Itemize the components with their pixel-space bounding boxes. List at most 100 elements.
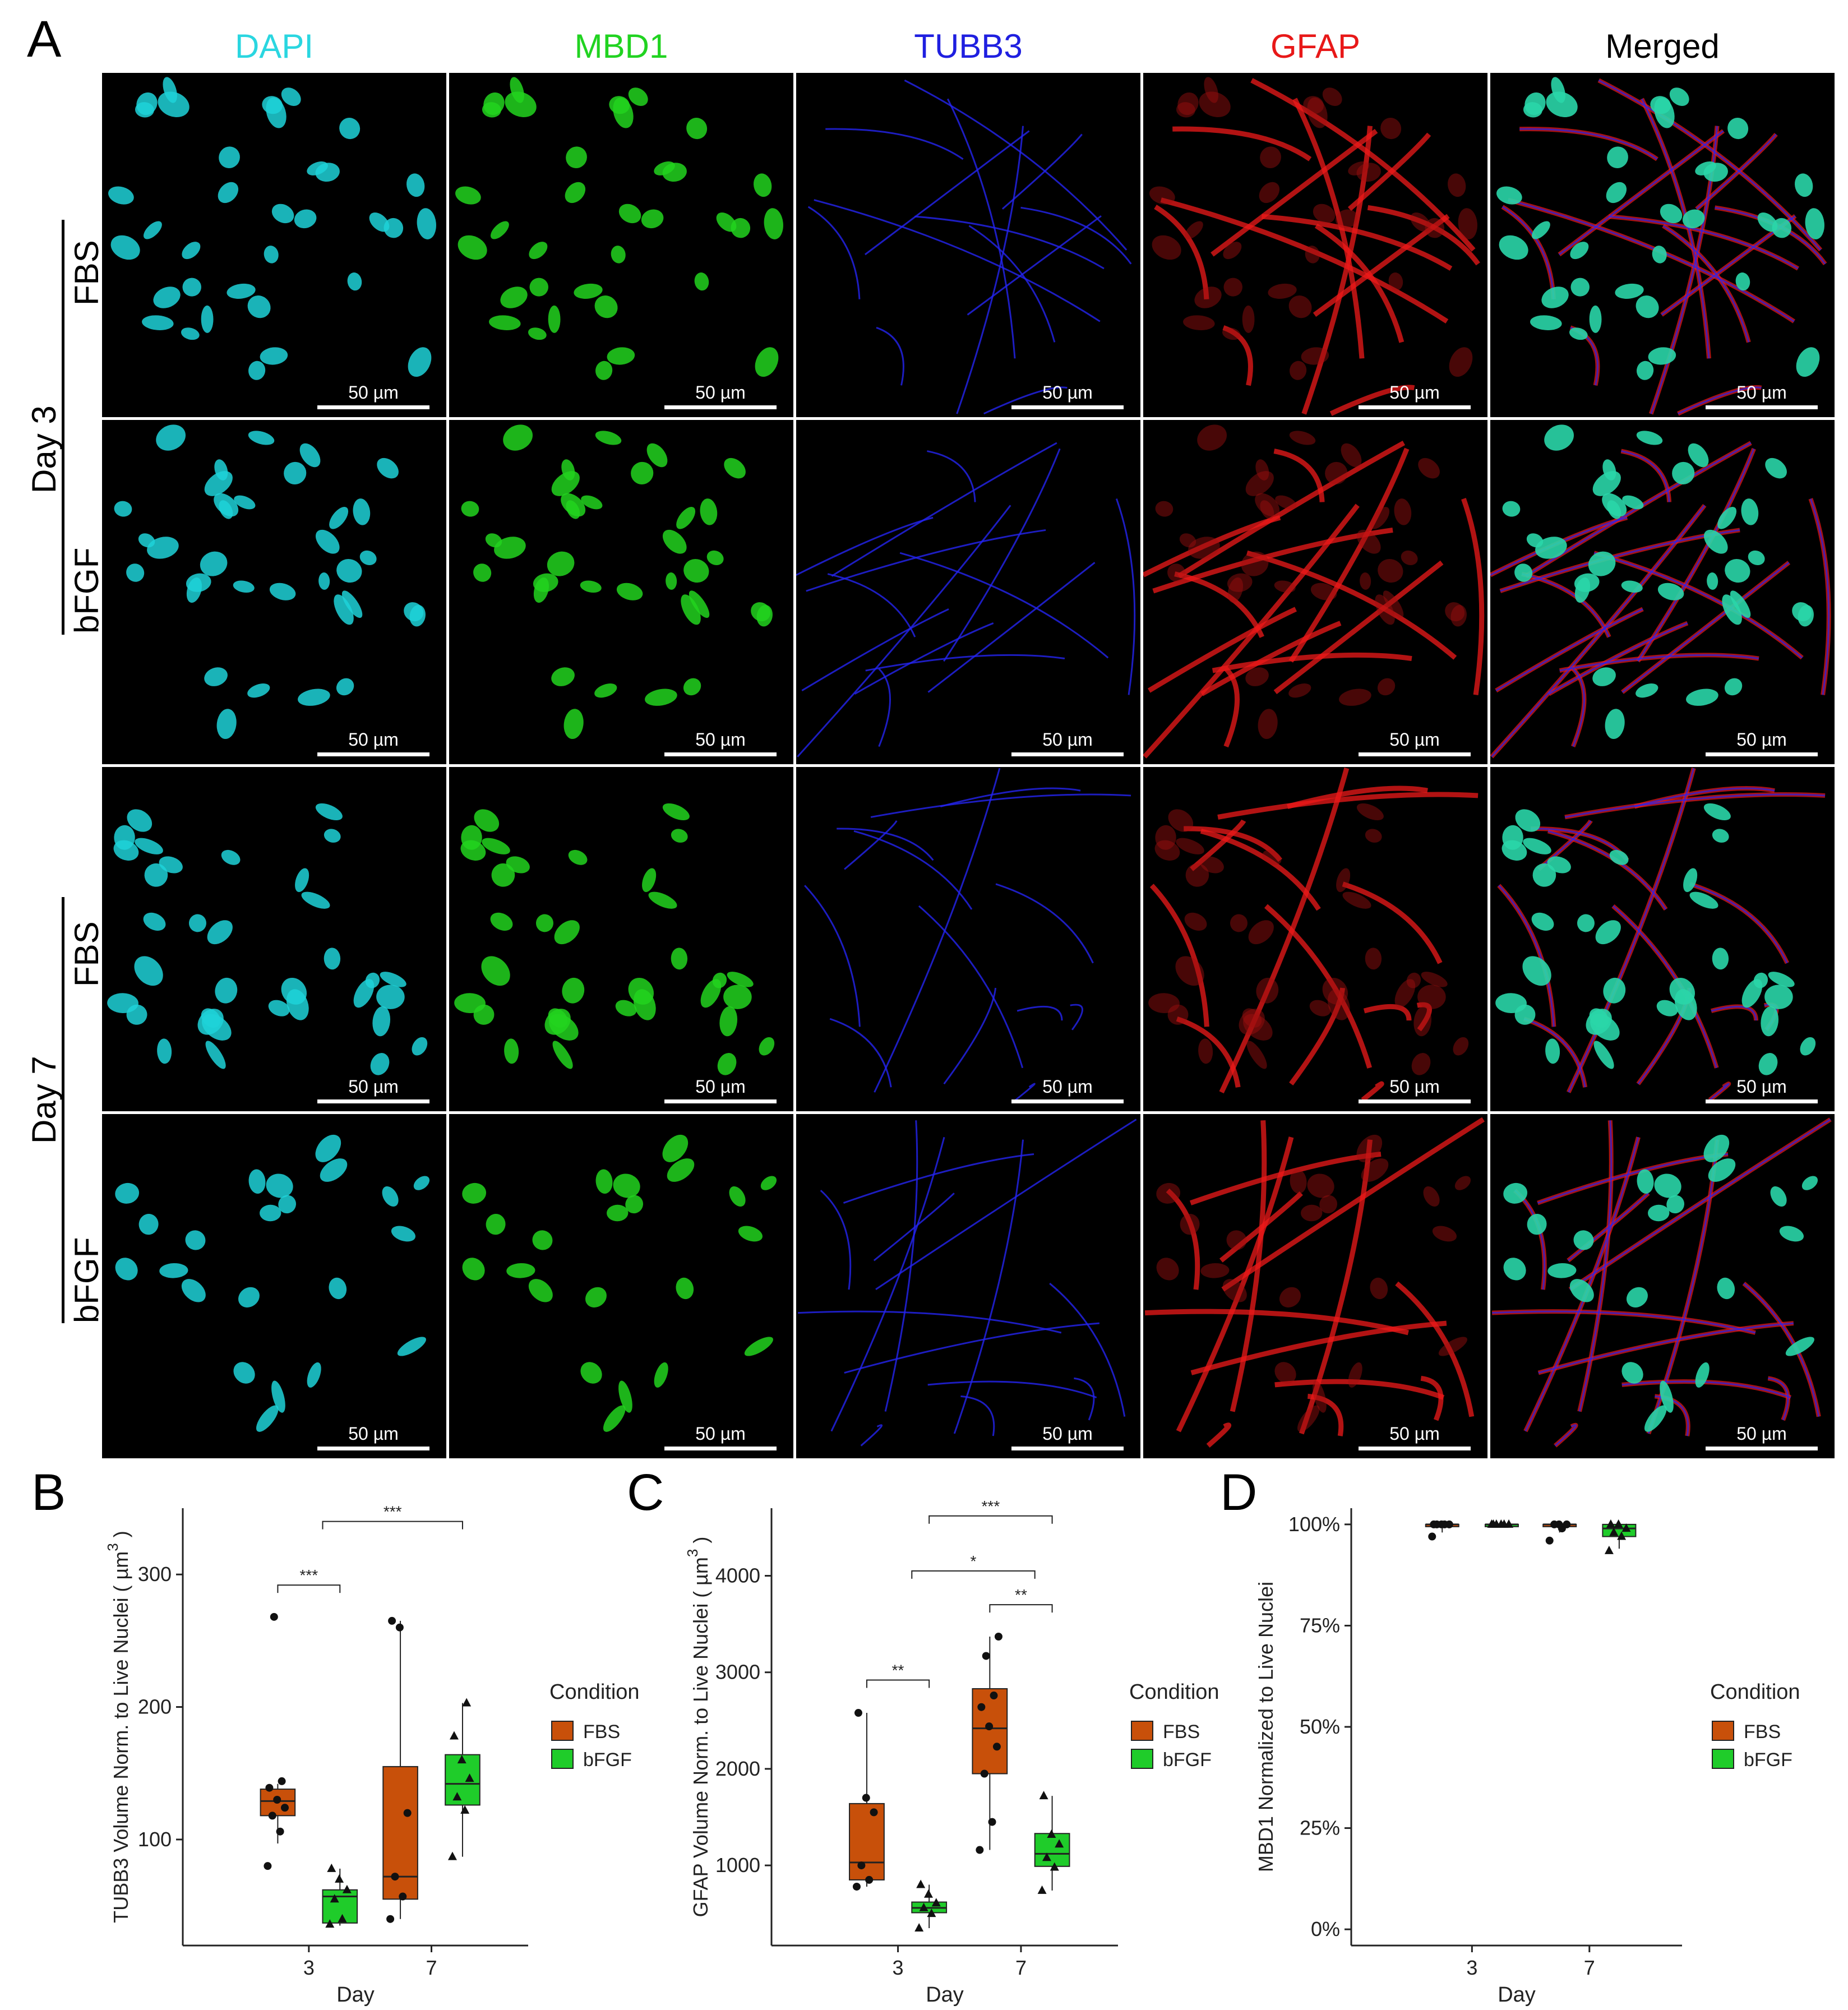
- scale-bar-line: [1359, 405, 1471, 409]
- chart-c-box-fbs-day7: [972, 1688, 1008, 1775]
- chart-c-significance-bar: [911, 1570, 1036, 1579]
- chart-d-ytick-label: 0%: [1311, 1917, 1340, 1940]
- micrograph-merged-bfgf-day3: 50 µm: [1490, 420, 1835, 764]
- scale-bar-label: 50 µm: [1042, 1424, 1093, 1444]
- scale-bar-line: [1706, 1099, 1818, 1103]
- scale-bar-label: 50 µm: [1389, 1076, 1440, 1097]
- scale-bar-label: 50 µm: [1736, 1076, 1787, 1097]
- chart-c-ytick-label: 3000: [715, 1661, 760, 1684]
- chart-c-box-bfgf-day7-point: [1055, 1839, 1064, 1848]
- scale-bar-line: [1011, 1447, 1124, 1450]
- chart-d-box-bfgf-day7-point: [1617, 1531, 1627, 1540]
- chart-d-box-fbs-day3-point: [1445, 1520, 1453, 1528]
- chart-c-significance-label: *: [971, 1552, 977, 1570]
- scale-bar: 50 µm: [1011, 1076, 1124, 1103]
- scale-bar: 50 µm: [317, 382, 429, 409]
- micrograph-dapi-fbs-day3: 50 µm: [102, 73, 446, 417]
- scale-bar: 50 µm: [664, 382, 777, 409]
- chart-d-legend-key-bfgf: [1712, 1749, 1734, 1769]
- chart-d-box-fbs-day3-point: [1428, 1532, 1436, 1541]
- chart-b-box-fbs-day3-point: [265, 1783, 274, 1792]
- micrograph-gfap-fbs-day7: 50 µm: [1143, 767, 1487, 1111]
- chart-c-box-fbs-day3-point: [857, 1861, 866, 1870]
- chart-d-xtick-label: 3: [1466, 1956, 1477, 1979]
- panel-b-letter: B: [31, 1464, 66, 1521]
- scale-bar: 50 µm: [317, 729, 429, 756]
- chart-c-xtick-label: 3: [893, 1956, 904, 1979]
- scale-bar-line: [664, 752, 777, 756]
- chart-d-box-bfgf-day7-point: [1609, 1527, 1619, 1536]
- scale-bar-label: 50 µm: [695, 1076, 746, 1097]
- chart-d-box-bfgf-day3-point: [1504, 1519, 1514, 1528]
- chart-c-legend-label-fbs: FBS: [1163, 1721, 1200, 1743]
- chart-d-ytick-label: 25%: [1300, 1817, 1340, 1840]
- scale-bar: 50 µm: [1706, 1424, 1818, 1450]
- chart-c-box-fbs-day7-point: [982, 1652, 990, 1660]
- scale-bar-line: [1706, 752, 1818, 756]
- chart-b-box-fbs-day3-point: [270, 1612, 278, 1621]
- column-header-mbd1: MBD1: [574, 27, 668, 65]
- condition-label-fbs-day7: FBS: [68, 921, 105, 987]
- chart-b-box-bfgf-day7-point: [447, 1851, 457, 1860]
- chart-c-box-fbs-day3-point: [852, 1882, 861, 1891]
- chart-c-box-bfgf-day7-point: [1042, 1852, 1051, 1861]
- chart-b-legend-label-fbs: FBS: [583, 1721, 620, 1743]
- micrograph-merged-fbs-day3: 50 µm: [1490, 73, 1835, 417]
- chart-b-ytick-label: 100: [138, 1828, 172, 1851]
- scale-bar-label: 50 µm: [1736, 729, 1787, 750]
- scale-bar-label: 50 µm: [1736, 1424, 1787, 1444]
- scale-bar-label: 50 µm: [695, 1424, 746, 1444]
- chart-c-box-fbs-day7-point: [994, 1633, 1002, 1641]
- scale-bar: 50 µm: [317, 1424, 429, 1450]
- chart-c-box-bfgf-day7-point: [1037, 1885, 1047, 1894]
- chart-b-box-bfgf-day3-point: [342, 1884, 352, 1893]
- chart-c-box-bfgf-day7-point: [1047, 1829, 1056, 1838]
- scale-bar: 50 µm: [1011, 1424, 1124, 1450]
- chart-b-box-bfgf-day3: [322, 1889, 358, 1924]
- chart-d-box-bfgf-day7-point: [1604, 1545, 1614, 1554]
- chart-c-significance-label: **: [892, 1661, 904, 1679]
- scale-bar-label: 50 µm: [1736, 382, 1787, 403]
- scale-bar: 50 µm: [664, 1424, 777, 1450]
- chart-d-legend-key-fbs: [1712, 1721, 1734, 1741]
- scale-bar-line: [664, 405, 777, 409]
- scale-bar-label: 50 µm: [348, 382, 399, 403]
- micrograph-dapi-bfgf-day3: 50 µm: [102, 420, 446, 764]
- chart-b-box-fbs-day3-point: [278, 1777, 286, 1785]
- micrograph-tubb3-bfgf-day3: 50 µm: [796, 420, 1140, 764]
- day7-bracket: [62, 897, 64, 1323]
- panel-d-letter: D: [1220, 1464, 1258, 1521]
- scale-bar-label: 50 µm: [695, 382, 746, 403]
- chart-b-xlabel: Day: [336, 1983, 375, 2007]
- micrograph-gfap-fbs-day3: 50 µm: [1143, 73, 1487, 417]
- chart-c-box-fbs-day3-point: [854, 1709, 862, 1717]
- chart-d-box-bfgf-day7-point: [1621, 1523, 1631, 1532]
- chart-c-significance-bar: [989, 1604, 1053, 1613]
- scale-bar-line: [1359, 1447, 1471, 1450]
- chart-b-box-fbs-day7-point: [403, 1809, 412, 1817]
- chart-c-significance-label: ***: [982, 1498, 1000, 1515]
- scale-bar: 50 µm: [1359, 1076, 1471, 1103]
- chart-c-box-bfgf-day7: [1034, 1833, 1070, 1867]
- chart-c-significance-bar: [928, 1515, 1053, 1524]
- condition-label-bfgf-day7: bFGF: [68, 1237, 105, 1323]
- scale-bar-line: [317, 405, 429, 409]
- chart-b-ylabel: TUBB3 Volume Norm. to Live Nuclei ( µm3 …: [104, 1531, 132, 1923]
- scale-bar-label: 50 µm: [1042, 729, 1093, 750]
- scale-bar-line: [1011, 405, 1124, 409]
- scale-bar-line: [664, 1099, 777, 1103]
- chart-d-legend-label-fbs: FBS: [1744, 1721, 1781, 1743]
- chart-c-ytick-label: 1000: [715, 1854, 760, 1877]
- micrograph-mbd1-fbs-day7: 50 µm: [449, 767, 793, 1111]
- chart-c-box-fbs-day7-point: [985, 1722, 994, 1731]
- chart-b-significance-bar: [277, 1584, 341, 1593]
- chart-d-box-fbs-day3-point: [1438, 1520, 1446, 1528]
- panel-c-letter: C: [627, 1464, 664, 1521]
- chart-d-ytick-label: 100%: [1288, 1513, 1340, 1536]
- chart-b-box-fbs-day7: [382, 1766, 418, 1900]
- micrograph-dapi-fbs-day7: 50 µm: [102, 767, 446, 1111]
- chart-c-significance-label: **: [1015, 1586, 1027, 1604]
- chart-c-significance-bar: [866, 1679, 930, 1688]
- chart-b-box-fbs-day7-point: [391, 1873, 399, 1881]
- chart-b-box-fbs-day3-point: [281, 1804, 289, 1812]
